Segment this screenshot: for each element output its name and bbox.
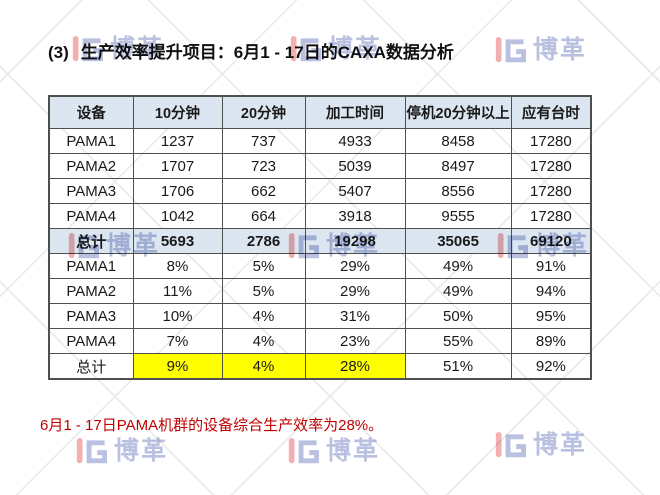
value-cell: 50%: [404, 303, 512, 329]
value-cell: 723: [221, 153, 306, 179]
value-cell: 89%: [510, 328, 592, 354]
value-cell: 8458: [404, 128, 512, 154]
value-cell: 95%: [510, 303, 592, 329]
value-cell: 49%: [404, 253, 512, 279]
value-cell: 5%: [221, 253, 306, 279]
device-cell: PAMA2: [48, 278, 134, 304]
device-cell: PAMA4: [48, 203, 134, 229]
value-cell: 5407: [304, 178, 406, 204]
device-cell: PAMA2: [48, 153, 134, 179]
value-cell: 23%: [304, 328, 406, 354]
value-cell: 29%: [304, 253, 406, 279]
value-cell: 17280: [510, 128, 592, 154]
value-cell: 5039: [304, 153, 406, 179]
table-row-pama3-counts: PAMA3 1706 662 5407 8556 17280: [48, 178, 592, 204]
table-row-pama3-percent: PAMA3 10% 4% 31% 50% 95%: [48, 303, 592, 329]
value-cell: 19298: [304, 228, 406, 254]
device-cell: PAMA3: [48, 178, 134, 204]
value-cell: 35065: [404, 228, 512, 254]
boge-watermark: 博革: [495, 428, 587, 462]
table-row-pama2-counts: PAMA2 1707 723 5039 8497 17280: [48, 153, 592, 179]
value-cell: 11%: [132, 278, 223, 304]
title-index: (3): [48, 43, 69, 62]
device-cell: 总计: [48, 228, 134, 254]
table-header-row: 设备 10分钟 20分钟 加工时间 停机20分钟以上 应有台时: [48, 95, 592, 129]
header-expected-hours: 应有台时: [510, 95, 592, 129]
value-cell: 17280: [510, 153, 592, 179]
boge-watermark: 博革: [495, 33, 587, 67]
value-cell: 5693: [132, 228, 223, 254]
value-cell: 51%: [404, 353, 512, 380]
value-cell: 664: [221, 203, 306, 229]
value-cell: 1042: [132, 203, 223, 229]
device-cell: PAMA3: [48, 303, 134, 329]
table-row-pama2-percent: PAMA2 11% 5% 29% 49% 94%: [48, 278, 592, 304]
value-cell: 9555: [404, 203, 512, 229]
value-cell: 4933: [304, 128, 406, 154]
conclusion-text: 6月1 - 17日PAMA机群的设备综合生产效率为28%。: [40, 417, 384, 434]
value-cell: 2786: [221, 228, 306, 254]
header-20min: 20分钟: [221, 95, 306, 129]
boge-logo-icon: [495, 431, 526, 458]
table-row-pama4-percent: PAMA4 7% 4% 23% 55% 89%: [48, 328, 592, 354]
header-10min: 10分钟: [132, 95, 223, 129]
value-cell: 7%: [132, 328, 223, 354]
value-cell: 8556: [404, 178, 512, 204]
value-cell: 55%: [404, 328, 512, 354]
device-cell: PAMA1: [48, 253, 134, 279]
header-processing-time: 加工时间: [304, 95, 406, 129]
value-cell: 31%: [304, 303, 406, 329]
boge-logo-icon: [76, 437, 107, 464]
highlighted-value-cell: 28%: [304, 353, 406, 380]
value-cell: 94%: [510, 278, 592, 304]
boge-watermark: 博革: [76, 434, 168, 468]
value-cell: 1237: [132, 128, 223, 154]
value-cell: 91%: [510, 253, 592, 279]
value-cell: 17280: [510, 178, 592, 204]
value-cell: 10%: [132, 303, 223, 329]
value-cell: 17280: [510, 203, 592, 229]
table-row-pama4-counts: PAMA4 1042 664 3918 9555 17280: [48, 203, 592, 229]
value-cell: 3918: [304, 203, 406, 229]
caxa-data-table: 设备 10分钟 20分钟 加工时间 停机20分钟以上 应有台时 PAMA1 12…: [48, 95, 593, 380]
value-cell: 5%: [221, 278, 306, 304]
value-cell: 49%: [404, 278, 512, 304]
slide-title: (3) 生产效率提升项目：6月1 - 17日的CAXA数据分析: [48, 38, 454, 63]
device-cell: 总计: [48, 353, 134, 380]
value-cell: 69120: [510, 228, 592, 254]
boge-watermark-text: 博革: [326, 436, 381, 465]
table-row-total-percent: 总计 9% 4% 28% 51% 92%: [48, 353, 592, 380]
value-cell: 4%: [221, 328, 306, 354]
value-cell: 8%: [132, 253, 223, 279]
boge-watermark: 博革: [288, 434, 380, 468]
boge-logo-icon: [288, 437, 319, 464]
header-device: 设备: [48, 95, 134, 129]
boge-watermark-text: 博革: [114, 436, 169, 465]
value-cell: 29%: [304, 278, 406, 304]
value-cell: 662: [221, 178, 306, 204]
boge-watermark-text: 博革: [533, 430, 588, 459]
boge-watermark-text: 博革: [533, 35, 588, 64]
header-downtime-over-20min: 停机20分钟以上: [404, 95, 512, 129]
value-cell: 1706: [132, 178, 223, 204]
table-row-total-counts: 总计 5693 2786 19298 35065 69120: [48, 228, 592, 254]
value-cell: 1707: [132, 153, 223, 179]
highlighted-value-cell: 9%: [132, 353, 223, 380]
title-text: 生产效率提升项目：6月1 - 17日的CAXA数据分析: [80, 43, 454, 62]
table-row-pama1-counts: PAMA1 1237 737 4933 8458 17280: [48, 128, 592, 154]
highlighted-value-cell: 4%: [221, 353, 306, 380]
device-cell: PAMA1: [48, 128, 134, 154]
caxa-data-table-container: 设备 10分钟 20分钟 加工时间 停机20分钟以上 应有台时 PAMA1 12…: [48, 95, 593, 380]
boge-logo-icon: [495, 36, 526, 63]
table-row-pama1-percent: PAMA1 8% 5% 29% 49% 91%: [48, 253, 592, 279]
value-cell: 8497: [404, 153, 512, 179]
value-cell: 737: [221, 128, 306, 154]
value-cell: 92%: [510, 353, 592, 380]
device-cell: PAMA4: [48, 328, 134, 354]
value-cell: 4%: [221, 303, 306, 329]
